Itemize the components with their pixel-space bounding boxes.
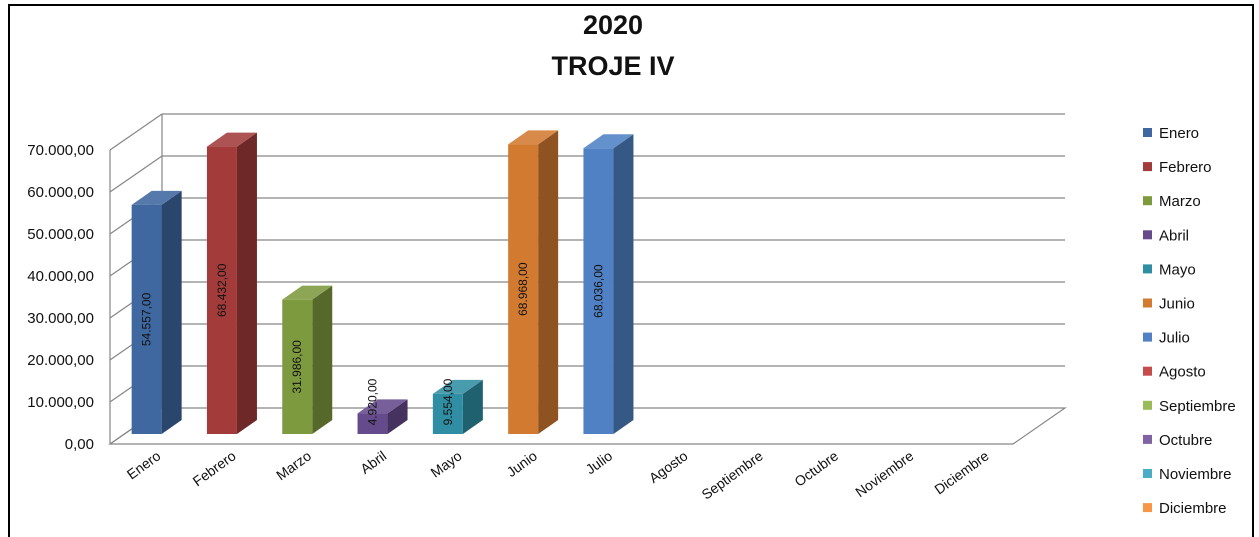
x-tick-label: Agosto	[646, 447, 691, 486]
x-tick-label: Octubre	[791, 447, 841, 489]
bar-side	[387, 399, 408, 434]
chart-title-line-2: TROJE IV	[551, 51, 674, 81]
value-label: 54.557,00	[140, 292, 154, 346]
legend-swatch	[1143, 128, 1152, 137]
legend-label: Abril	[1159, 227, 1189, 244]
plot-area: 0,00 10.000,00 20.000,00 30.000,00 40.000,00…	[27, 113, 1067, 503]
legend-label: Julio	[1159, 330, 1190, 347]
x-tick-label: Abril	[357, 447, 389, 476]
bar-abril: 4.920,00	[357, 378, 408, 434]
value-label: 4.920,00	[366, 378, 380, 425]
bar-front	[432, 393, 463, 434]
legend: Enero Febrero Marzo Abril Mayo Junio Julio Agos…	[1143, 125, 1236, 517]
legend-swatch	[1143, 400, 1152, 410]
legend-label: Enero	[1159, 125, 1199, 142]
legend-swatch	[1143, 434, 1152, 444]
bar-side	[613, 134, 634, 435]
legend-label: Febrero	[1159, 159, 1212, 176]
y-tick-label: 10.000,00	[27, 394, 94, 411]
bar-front	[508, 144, 539, 434]
legend-label: Agosto	[1159, 364, 1206, 381]
x-tick-label: Marzo	[273, 447, 314, 483]
bar-side	[236, 132, 257, 434]
legend-label: Junio	[1159, 296, 1195, 313]
value-label: 9.554,00	[441, 378, 455, 425]
value-label: 31.986,00	[290, 340, 304, 394]
bar-marzo: 31.986,00	[282, 285, 333, 434]
bar-top	[357, 399, 408, 414]
y-tick-label: 50.000,00	[27, 226, 94, 243]
legend-swatch	[1143, 469, 1152, 478]
x-tick-label: Enero	[124, 447, 164, 482]
legend-swatch	[1143, 196, 1152, 206]
x-tick-label: Mayo	[428, 447, 465, 480]
bar-side	[161, 190, 182, 434]
y-tick-label: 60.000,00	[27, 184, 94, 201]
y-tick-label: 40.000,00	[27, 268, 94, 285]
bar-front	[206, 146, 237, 434]
bar-top	[131, 190, 182, 205]
bar-front	[131, 204, 162, 434]
y-tick-label: 20.000,00	[27, 352, 94, 369]
bar-top	[282, 285, 333, 300]
x-tick-label: Febrero	[190, 447, 239, 489]
y-tick-label: 30.000,00	[27, 310, 94, 327]
legend-label: Noviembre	[1159, 466, 1232, 483]
legend-label: Octubre	[1159, 432, 1212, 449]
legend-swatch	[1143, 230, 1152, 240]
y-tick-label: 0,00	[65, 436, 94, 453]
legend-swatch	[1143, 298, 1152, 308]
legend-label: Marzo	[1159, 193, 1201, 210]
legend-swatch	[1143, 366, 1152, 376]
bar-junio: 68.968,00	[508, 130, 559, 434]
x-tick-label: Septiembre	[698, 447, 765, 502]
bar-front	[357, 413, 388, 434]
bar-front	[282, 299, 313, 434]
bar-side	[462, 379, 483, 434]
bar-side	[538, 130, 559, 434]
x-tick-label: Diciembre	[931, 447, 992, 497]
legend-label: Septiembre	[1159, 398, 1236, 415]
value-label: 68.432,00	[215, 263, 229, 317]
legend-swatch	[1143, 332, 1152, 342]
gridline-side	[109, 155, 163, 193]
bar-top	[583, 134, 634, 149]
bar-side	[312, 285, 333, 434]
value-label: 68.968,00	[516, 262, 530, 316]
x-tick-label: Julio	[583, 447, 616, 477]
bar-enero: 54.557,00	[131, 190, 182, 434]
chart-title-line-1: 2020	[583, 10, 643, 40]
legend-label: Mayo	[1159, 261, 1196, 278]
bar-febrero: 68.432,00	[206, 132, 257, 434]
y-tick-label: 70.000,00	[27, 142, 94, 159]
bar-top	[432, 379, 483, 394]
bar-front	[583, 148, 614, 435]
gridline-side	[109, 113, 163, 151]
value-label: 68.036,00	[591, 264, 605, 318]
bar-top	[508, 130, 559, 145]
legend-swatch	[1143, 503, 1152, 513]
x-tick-label: Noviembre	[852, 447, 916, 500]
bar-mayo: 9.554,00	[432, 378, 483, 434]
legend-swatch	[1143, 162, 1152, 172]
bar-top	[206, 132, 257, 147]
x-tick-label: Junio	[503, 447, 540, 480]
legend-swatch	[1143, 264, 1152, 274]
legend-label: Diciembre	[1159, 500, 1227, 517]
bar-julio: 68.036,00	[583, 134, 634, 435]
